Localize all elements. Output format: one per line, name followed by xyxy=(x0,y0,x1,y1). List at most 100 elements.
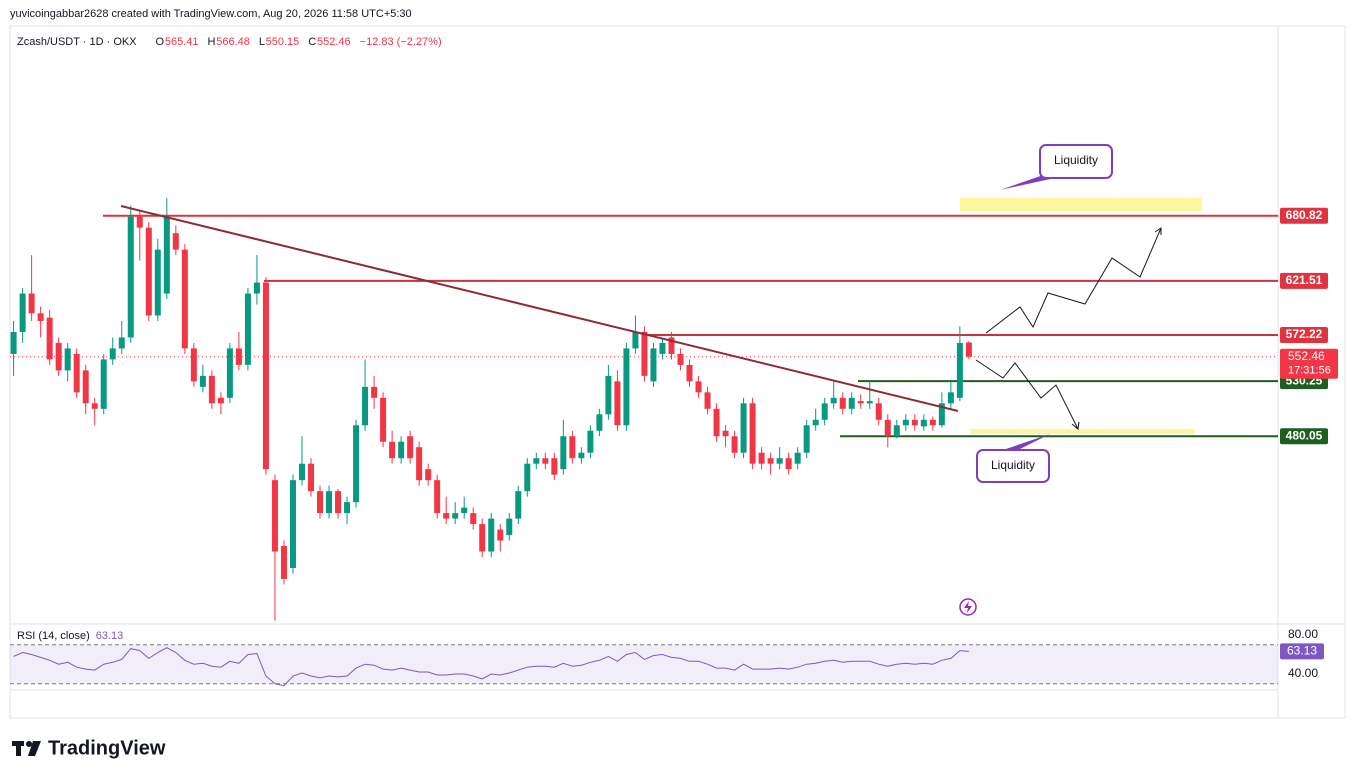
annotation: Liquidity xyxy=(991,458,1035,472)
level-label: 572.22 xyxy=(1286,327,1323,341)
candle-body xyxy=(839,397,846,409)
candle-body xyxy=(641,331,648,376)
candle-body xyxy=(533,458,540,464)
candle-body xyxy=(605,375,612,415)
candle-body xyxy=(569,436,576,459)
legend-change: −12.83 (−2.27%) xyxy=(360,36,442,48)
level-label-box xyxy=(1280,327,1328,344)
legend-value: 552.46 xyxy=(317,36,351,48)
candle-body xyxy=(100,359,107,409)
symbol: Zcash/USDT · 1D · OKX xyxy=(17,36,137,48)
path-arrow xyxy=(985,227,1162,334)
candle-body xyxy=(848,397,855,409)
drawings xyxy=(960,198,1202,434)
legend-key: H xyxy=(208,36,216,48)
candle-body xyxy=(353,425,360,503)
candle-body xyxy=(542,458,549,464)
candle-body xyxy=(830,397,837,404)
candle-body xyxy=(632,331,639,349)
candle-body xyxy=(884,419,891,437)
candle-body xyxy=(362,386,369,426)
candle-body xyxy=(938,403,945,426)
candle-body xyxy=(758,452,765,464)
candle-body xyxy=(965,342,972,357)
candle-body xyxy=(344,502,351,514)
drawings: Liquidity Liquidity xyxy=(120,144,1162,616)
candle-body xyxy=(452,513,459,519)
legend-value: 566.48 xyxy=(216,36,250,48)
candle-body xyxy=(812,419,819,426)
level-label-box xyxy=(1280,207,1328,224)
candle-body xyxy=(497,529,504,541)
level-label-box xyxy=(1280,272,1328,289)
candle-body xyxy=(803,425,810,453)
candle-body xyxy=(82,370,89,404)
candle-body xyxy=(911,419,918,426)
candle-body xyxy=(866,401,873,404)
rsi-band xyxy=(10,644,1278,684)
candle-body xyxy=(551,458,558,475)
path-arrow xyxy=(975,359,1079,430)
candle-body xyxy=(515,491,522,519)
candle-body xyxy=(902,419,909,426)
chart-frame xyxy=(9,25,1346,719)
current-price: 552.46 xyxy=(1288,349,1325,363)
level-label: 621.51 xyxy=(1286,273,1323,287)
candle-body xyxy=(145,227,152,316)
candle-body xyxy=(794,452,801,464)
candle-body xyxy=(10,331,17,354)
countdown: 17:31:56 xyxy=(1288,365,1331,377)
legend-value: 550.15 xyxy=(266,36,300,48)
candles xyxy=(10,198,972,621)
candle-body xyxy=(668,337,675,354)
candle-body xyxy=(407,436,414,459)
level-label: 680.82 xyxy=(1286,208,1323,222)
candle-body xyxy=(271,480,278,552)
candle-body xyxy=(713,408,720,437)
levels xyxy=(10,214,1278,438)
candle-body xyxy=(506,518,513,536)
candle-body xyxy=(154,249,161,316)
rsi-value-box xyxy=(1280,643,1324,660)
candle-body xyxy=(596,414,603,431)
candle-body xyxy=(199,375,206,387)
candle-body xyxy=(172,233,179,250)
candle-body xyxy=(389,441,396,459)
candle-body xyxy=(443,513,450,519)
candle-body xyxy=(217,397,224,404)
logo-part xyxy=(28,741,41,756)
brand: TradingView xyxy=(48,737,166,759)
candle-body xyxy=(677,353,684,365)
candle-body xyxy=(262,282,269,470)
candle-body xyxy=(208,375,215,404)
annotation: Liquidity xyxy=(1054,153,1098,167)
rsi-value-label: 63.13 xyxy=(1287,644,1317,658)
candle-body xyxy=(722,430,729,437)
candle-body xyxy=(875,403,882,420)
candle-body xyxy=(308,463,315,492)
candle-body xyxy=(55,342,62,371)
candle-body xyxy=(578,452,585,459)
level-label-box xyxy=(1280,428,1328,445)
candle-body xyxy=(857,401,864,404)
candle-body xyxy=(614,381,621,426)
candle-body xyxy=(289,480,296,568)
rsi-pane: RSI (14, close) 63.13 xyxy=(10,630,1278,687)
candle-body xyxy=(109,348,116,360)
candle-body xyxy=(929,419,936,426)
candle-body xyxy=(560,436,567,470)
level-label: 480.05 xyxy=(1286,428,1323,442)
event-icon-bolt xyxy=(964,601,972,613)
candle-body xyxy=(740,403,747,453)
legend-key: O xyxy=(155,36,164,48)
arrow-head xyxy=(1154,227,1162,235)
rsi-tick-label: 40.00 xyxy=(1288,666,1318,680)
candle-body xyxy=(434,480,441,514)
candle-body xyxy=(947,392,954,404)
candle-body xyxy=(821,403,828,420)
candle-body xyxy=(704,392,711,409)
candle-body xyxy=(253,282,260,294)
candle-body xyxy=(416,447,423,481)
candle-body xyxy=(127,216,134,338)
